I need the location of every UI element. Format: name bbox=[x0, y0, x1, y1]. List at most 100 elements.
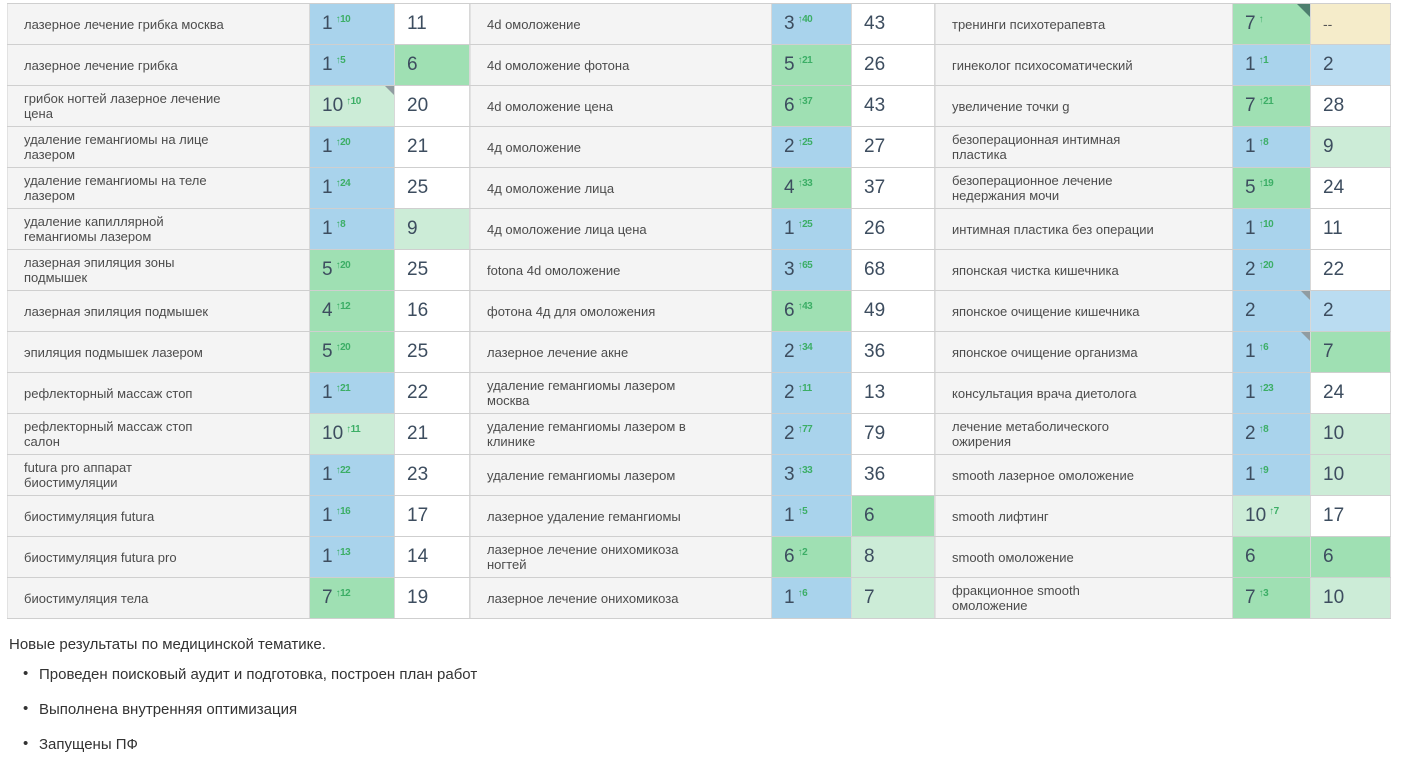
position-value: 2 bbox=[784, 423, 795, 444]
prev-position-value: 25 bbox=[407, 259, 429, 280]
keyword-label: фракционное smooth омоложение bbox=[952, 583, 1080, 613]
position-cell: 3 ↑33 bbox=[772, 455, 852, 495]
prev-position-value: 8 bbox=[864, 546, 875, 567]
position-cell: 7 ↑12 bbox=[310, 578, 395, 618]
keyword-label: японская чистка кишечника bbox=[952, 262, 1119, 278]
position-cell: 10 ↑10 bbox=[310, 86, 395, 126]
keyword-label: 4д омоложение лица bbox=[487, 180, 615, 196]
corner-note-icon bbox=[1301, 332, 1310, 341]
position-change-up: ↑33 bbox=[797, 464, 813, 476]
keyword-cell: безоперационное лечение недержания мочи bbox=[935, 168, 1233, 208]
keyword-label: японское очищение кишечника bbox=[952, 303, 1140, 319]
keyword-cell: smooth омоложение bbox=[935, 537, 1233, 577]
keyword-cell: рефлекторный массаж стоп bbox=[7, 373, 310, 413]
position-value: 6 bbox=[784, 546, 795, 567]
table-row: рефлекторный массаж стоп 1 ↑21 22 удаление г… bbox=[7, 373, 1391, 414]
position-cell: 10 ↑11 bbox=[310, 414, 395, 454]
position-change-up: ↑21 bbox=[335, 382, 351, 394]
footer-notes: Новые результаты по медицинской тематике… bbox=[9, 636, 1389, 757]
prev-position-value: 68 bbox=[864, 259, 886, 280]
position-value: 7 bbox=[1245, 95, 1256, 116]
position-change-up: ↑24 bbox=[335, 177, 351, 189]
position-change-up: ↑20 bbox=[1258, 259, 1274, 271]
position-cell: 1 ↑16 bbox=[310, 496, 395, 536]
prev-position-cell: 25 bbox=[395, 332, 470, 372]
keyword-label: интимная пластика без операции bbox=[952, 221, 1154, 237]
position-cell: 1 ↑10 bbox=[310, 4, 395, 44]
prev-position-value: 6 bbox=[864, 505, 875, 526]
keyword-label: рефлекторный массаж стоп bbox=[24, 385, 193, 401]
position-cell: 4 ↑12 bbox=[310, 291, 395, 331]
prev-position-cell: 79 bbox=[852, 414, 935, 454]
position-change-up: ↑21 bbox=[797, 54, 813, 66]
position-change-up: ↑65 bbox=[797, 259, 813, 271]
position-value: 1 bbox=[322, 136, 333, 157]
position-value: 1 bbox=[1245, 136, 1256, 157]
prev-position-cell: -- bbox=[1311, 4, 1391, 44]
position-value: 5 bbox=[322, 341, 333, 362]
position-value: 1 bbox=[322, 464, 333, 485]
table-row: лазерная эпиляция зоны подмышек 5 ↑20 25 fot… bbox=[7, 250, 1391, 291]
keyword-label: удаление гемангиомы лазером москва bbox=[487, 378, 676, 408]
position-change-up: ↑20 bbox=[335, 341, 351, 353]
position-change-up: ↑11 bbox=[797, 382, 813, 394]
prev-position-cell: 37 bbox=[852, 168, 935, 208]
position-cell: 1 ↑20 bbox=[310, 127, 395, 167]
prev-position-cell: 8 bbox=[852, 537, 935, 577]
prev-position-cell: 36 bbox=[852, 455, 935, 495]
position-change-up: ↑77 bbox=[797, 423, 813, 435]
table-row: лазерная эпиляция подмышек 4 ↑12 16 фотона 4… bbox=[7, 291, 1391, 332]
prev-position-cell: 7 bbox=[852, 578, 935, 618]
prev-position-value: 6 bbox=[1323, 546, 1334, 567]
prev-position-cell: 10 bbox=[1311, 414, 1391, 454]
position-value: 6 bbox=[784, 300, 795, 321]
position-cell: 1 ↑6 bbox=[772, 578, 852, 618]
keyword-label: рефлекторный массаж стоп салон bbox=[24, 419, 193, 449]
position-cell: 5 ↑20 bbox=[310, 332, 395, 372]
position-cell: 4 ↑33 bbox=[772, 168, 852, 208]
prev-position-cell: 21 bbox=[395, 127, 470, 167]
table-row: удаление гемангиомы на теле лазером 1 ↑24 2… bbox=[7, 168, 1391, 209]
prev-position-value: 37 bbox=[864, 177, 886, 198]
table-row: биостимуляция futura 1 ↑16 17 лазерное удале… bbox=[7, 496, 1391, 537]
prev-position-value: 27 bbox=[864, 136, 886, 157]
position-value: 1 bbox=[322, 505, 333, 526]
prev-position-value: 49 bbox=[864, 300, 886, 321]
keyword-label: 4д омоложение лица цена bbox=[487, 221, 647, 237]
keyword-label: лазерное лечение грибка bbox=[24, 57, 178, 73]
prev-position-value: 79 bbox=[864, 423, 886, 444]
position-value: 1 bbox=[784, 505, 795, 526]
keyword-cell: лазерная эпиляция подмышек bbox=[7, 291, 310, 331]
prev-position-value: 23 bbox=[407, 464, 429, 485]
keyword-label: безоперационное лечение недержания мочи bbox=[952, 173, 1113, 203]
corner-note-icon bbox=[385, 86, 394, 95]
prev-position-cell: 22 bbox=[1311, 250, 1391, 290]
position-value: 10 bbox=[1245, 505, 1267, 526]
prev-position-cell: 11 bbox=[1311, 209, 1391, 249]
prev-position-cell: 2 bbox=[1311, 45, 1391, 85]
position-cell: 1 ↑21 bbox=[310, 373, 395, 413]
position-cell: 1 ↑8 bbox=[310, 209, 395, 249]
prev-position-value: 10 bbox=[1323, 464, 1345, 485]
prev-position-cell: 22 bbox=[395, 373, 470, 413]
table-row: лазерное лечение грибка москва 1 ↑10 11 4d о… bbox=[7, 4, 1391, 45]
prev-position-value: 7 bbox=[1323, 341, 1334, 362]
keyword-label: 4d омоложение bbox=[487, 16, 581, 32]
position-value: 2 bbox=[784, 136, 795, 157]
keyword-cell: smooth лифтинг bbox=[935, 496, 1233, 536]
keyword-label: лазерное лечение онихомикоза ногтей bbox=[487, 542, 679, 572]
keyword-label: безоперационная интимная пластика bbox=[952, 132, 1121, 162]
prev-position-value: 11 bbox=[1323, 218, 1343, 239]
position-value: 1 bbox=[322, 54, 333, 75]
footer-bullet: Выполнена внутренняя оптимизация bbox=[23, 701, 1389, 717]
position-value: 5 bbox=[784, 54, 795, 75]
keyword-label: грибок ногтей лазерное лечение цена bbox=[24, 91, 221, 121]
prev-position-value: 2 bbox=[1323, 300, 1334, 321]
position-change-up: ↑7 bbox=[1269, 505, 1279, 517]
keyword-cell: японское очищение кишечника bbox=[935, 291, 1233, 331]
position-value: 1 bbox=[322, 13, 333, 34]
table-row: эпиляция подмышек лазером 5 ↑20 25 лазерное … bbox=[7, 332, 1391, 373]
position-value: 1 bbox=[1245, 341, 1256, 362]
position-change-up: ↑3 bbox=[1258, 587, 1269, 599]
